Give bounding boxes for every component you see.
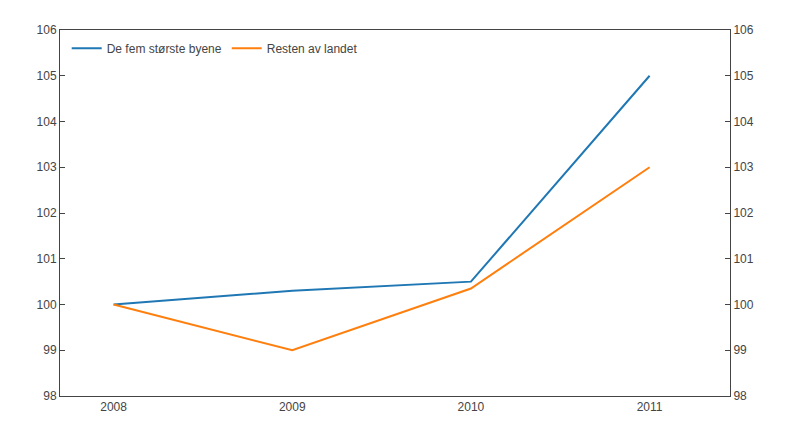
svg-text:104: 104 bbox=[733, 115, 753, 129]
svg-text:De fem største byene: De fem største byene bbox=[107, 42, 222, 56]
svg-text:106: 106 bbox=[733, 23, 753, 37]
svg-text:98: 98 bbox=[43, 389, 57, 403]
svg-text:Resten av landet: Resten av landet bbox=[267, 42, 358, 56]
svg-text:105: 105 bbox=[37, 69, 57, 83]
svg-text:100: 100 bbox=[37, 298, 57, 312]
svg-text:2008: 2008 bbox=[100, 400, 127, 414]
svg-text:105: 105 bbox=[733, 69, 753, 83]
svg-text:101: 101 bbox=[37, 252, 57, 266]
svg-text:99: 99 bbox=[43, 343, 57, 357]
svg-text:2010: 2010 bbox=[458, 400, 485, 414]
svg-text:103: 103 bbox=[37, 160, 57, 174]
svg-text:101: 101 bbox=[733, 252, 753, 266]
svg-text:106: 106 bbox=[37, 23, 57, 37]
svg-text:98: 98 bbox=[733, 389, 747, 403]
svg-text:100: 100 bbox=[733, 298, 753, 312]
svg-text:102: 102 bbox=[37, 206, 57, 220]
svg-text:102: 102 bbox=[733, 206, 753, 220]
svg-text:2009: 2009 bbox=[279, 400, 306, 414]
svg-text:2011: 2011 bbox=[637, 400, 663, 414]
svg-text:103: 103 bbox=[733, 160, 753, 174]
svg-text:104: 104 bbox=[37, 115, 57, 129]
svg-text:99: 99 bbox=[733, 343, 747, 357]
